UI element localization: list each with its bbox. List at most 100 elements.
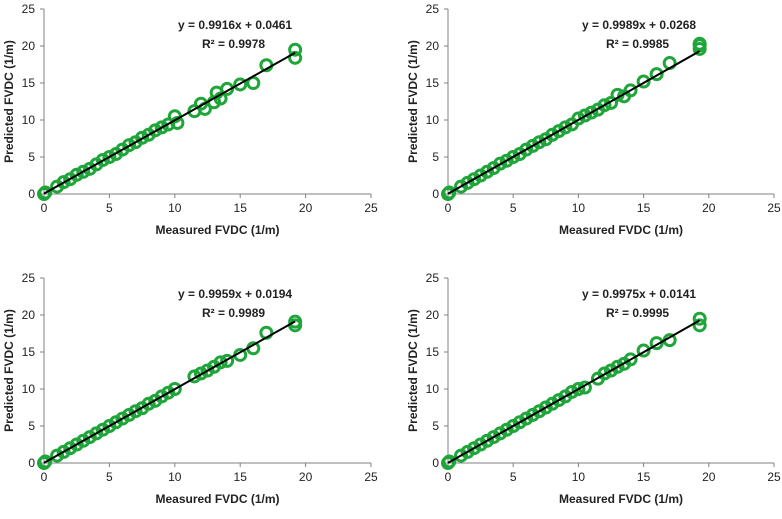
x-axis-title: Measured FVDC (1/m) [155,492,279,506]
x-tick-label: 20 [702,201,716,215]
y-tick-label: 5 [432,150,439,164]
y-axis-title: Predicted FVDC (1/m) [2,40,16,163]
data-point [135,130,150,145]
y-tick-label: 20 [22,39,36,53]
x-tick-label: 25 [767,470,781,484]
data-point [148,123,163,138]
x-tick-label: 15 [234,201,248,215]
data-point [692,36,707,51]
data-point [76,164,91,179]
x-tick-label: 0 [41,470,48,484]
y-tick-label: 10 [426,113,440,127]
x-tick-label: 15 [637,201,651,215]
trendline [43,51,296,195]
data-point [56,175,71,190]
y-tick-label: 0 [432,187,439,201]
regression-equation: y = 0.9989x + 0.0268 [582,18,696,32]
y-tick-label: 5 [28,150,35,164]
y-tick-label: 15 [426,345,440,359]
data-point [649,67,664,82]
y-tick-label: 20 [22,308,36,322]
data-point [623,352,638,367]
x-tick-label: 5 [510,470,517,484]
x-tick-label: 20 [299,470,313,484]
data-point [167,382,182,396]
y-axis-title: Predicted FVDC (1/m) [406,309,420,432]
data-point [623,83,638,98]
x-tick-label: 5 [510,201,517,215]
data-point [288,314,303,329]
data-point [442,185,457,200]
y-tick-label: 25 [22,271,36,285]
y-tick-label: 10 [22,382,36,396]
x-tick-label: 5 [106,470,113,484]
x-axis-title: Measured FVDC (1/m) [559,223,683,237]
data-point [604,95,618,110]
x-axis-title: Measured FVDC (1/m) [559,492,683,506]
trendline [43,320,296,464]
y-tick-label: 10 [426,382,440,396]
chart-panel-2: 0 5 10 15 20 25 0 5 10 15 20 25 Measured FVDC (1/m) P… [406,2,781,237]
y-tick-label: 0 [432,456,439,470]
x-tick-label: 10 [572,470,586,484]
data-point [69,167,84,182]
data-point [220,353,235,368]
r-squared-label: R² = 0.9989 [202,306,265,320]
y-tick-label: 25 [426,271,440,285]
data-point [102,150,117,164]
data-point [649,336,664,351]
y-tick-label: 15 [22,345,36,359]
chart-panel-4: 0 5 10 15 20 25 0 5 10 15 20 25 Measured FVDC (1/m) P… [406,271,781,506]
data-point [636,74,651,89]
data-point [442,454,457,469]
y-tick-label: 15 [426,76,440,90]
x-tick-label: 5 [106,201,113,215]
y-tick-label: 20 [426,39,440,53]
data-point [38,454,53,469]
data-point [288,42,303,57]
x-tick-label: 10 [572,201,586,215]
data-point [193,366,208,381]
x-tick-label: 20 [702,470,716,484]
data-point [128,404,143,419]
x-tick-label: 20 [299,201,313,215]
data-point [141,396,156,411]
data-point [95,152,110,167]
data-point [571,382,586,396]
data-point [692,318,707,333]
r-squared-label: R² = 0.9995 [606,306,669,320]
x-tick-label: 0 [445,201,452,215]
x-tick-label: 15 [637,470,651,484]
data-point [187,369,202,384]
x-tick-label: 10 [168,201,182,215]
y-tick-label: 25 [22,2,36,16]
x-tick-label: 25 [364,201,378,215]
y-tick-label: 15 [22,76,36,90]
y-axis-title: Predicted FVDC (1/m) [2,309,16,432]
data-point [161,117,176,132]
regression-equation: y = 0.9916x + 0.0461 [178,18,292,32]
regression-equation: y = 0.9975x + 0.0141 [582,287,696,301]
x-tick-label: 0 [445,470,452,484]
y-tick-label: 20 [426,308,440,322]
chart-panel-3: 0 5 10 15 20 25 0 5 10 15 20 25 Measured FVDC (1/m) P… [2,271,378,506]
data-point [692,311,707,326]
data-point [597,98,612,113]
data-point [233,77,248,92]
x-tick-label: 10 [168,470,182,484]
r-squared-label: R² = 0.9985 [606,37,669,51]
data-point [288,50,303,65]
x-tick-label: 25 [364,470,378,484]
data-point [213,355,228,370]
x-tick-label: 0 [41,201,48,215]
y-tick-label: 0 [28,456,35,470]
y-tick-label: 10 [22,113,36,127]
y-tick-label: 5 [432,419,439,433]
data-point [122,138,137,153]
x-axis-title: Measured FVDC (1/m) [155,223,279,237]
r-squared-label: R² = 0.9978 [202,37,265,51]
data-point [246,76,261,90]
y-tick-label: 25 [426,2,440,16]
